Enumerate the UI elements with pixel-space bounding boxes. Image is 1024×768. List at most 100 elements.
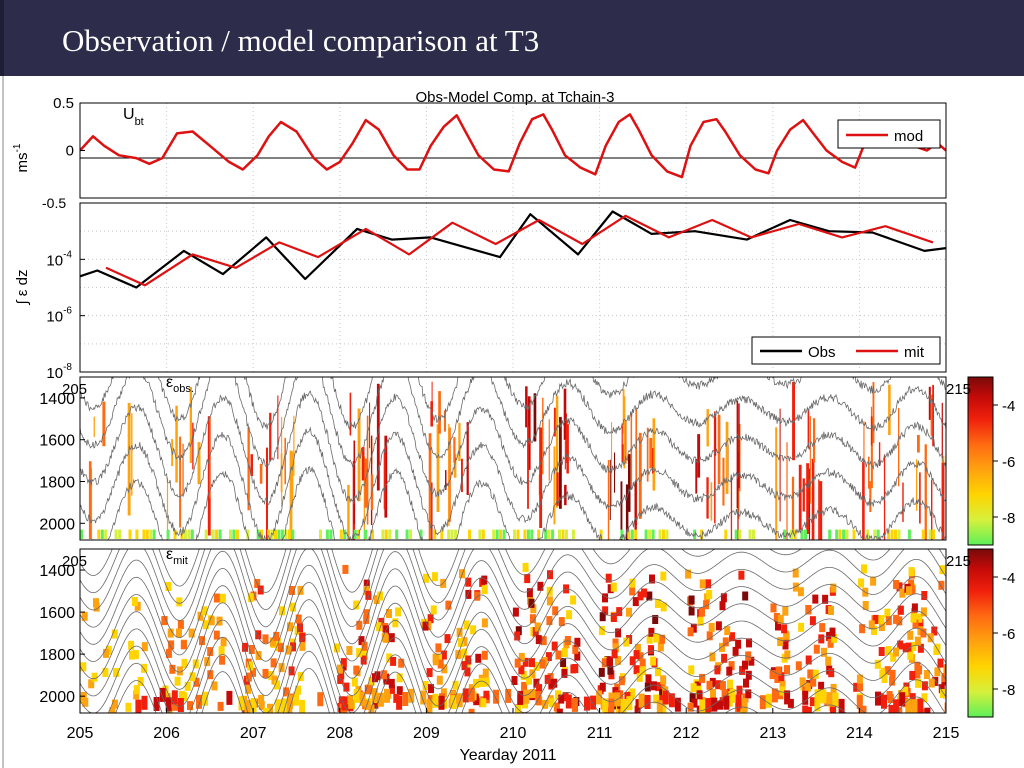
mit-dissipation-cell	[213, 593, 220, 603]
obs-dissipation-cell	[405, 529, 409, 539]
mit-dissipation-cell	[288, 586, 295, 595]
mit-dissipation-cell	[172, 701, 179, 711]
obs-dissipation-cell	[152, 529, 156, 539]
mit-dissipation-cell	[386, 653, 393, 663]
obs-dissipation-cell	[852, 529, 856, 539]
mit-dissipation-cell	[779, 680, 786, 690]
mit-dissipation-cell	[532, 627, 539, 637]
mit-dissipation-cell	[596, 690, 603, 705]
obs-dissipation-cell	[495, 529, 499, 539]
mit-dissipation-cell	[598, 626, 605, 636]
obs-dissipation-cell	[563, 388, 567, 440]
obs-dissipation-cell	[838, 529, 842, 539]
mit-dissipation-cell	[916, 613, 923, 623]
obs-dissipation-cell	[527, 396, 531, 470]
mit-dissipation-cell	[810, 677, 817, 687]
obs-dissipation-cell	[530, 529, 534, 539]
mit-dissipation-cell	[218, 646, 225, 656]
obs-dissipation-cell	[192, 422, 194, 470]
mit-dissipation-cell	[802, 690, 809, 705]
obs-dissipation-cell	[924, 444, 927, 540]
mit-dissipation-cell	[343, 682, 350, 692]
isotherm-contour	[80, 549, 946, 645]
mit-colorbar-label: -6	[1002, 626, 1015, 643]
isotherm-contour	[107, 466, 946, 540]
mit-dissipation-cell	[524, 574, 531, 584]
mit-dissipation-cell	[938, 580, 945, 590]
mit-dissipation-cell	[244, 700, 251, 713]
obs-dissipation-cell	[624, 420, 627, 464]
mit-dissipation-cell	[724, 626, 731, 636]
mit-dissipation-cell	[616, 607, 623, 617]
mit-dissipation-cell	[544, 674, 551, 684]
mit-dissipation-cell	[638, 693, 645, 708]
obs-dissipation-cell	[91, 468, 93, 540]
mit-dissipation-cell	[341, 708, 348, 713]
isotherm-contour	[80, 377, 946, 469]
obs-dissipation-cell	[197, 442, 201, 485]
mit-dissipation-cell	[688, 606, 695, 616]
mit-dissipation-cell	[177, 620, 184, 630]
mit-dissipation-cell	[540, 636, 547, 646]
mit-dissipation-cell	[493, 689, 500, 704]
mit-dissipation-cell	[831, 633, 838, 643]
mit-dissipation-cell	[258, 701, 265, 710]
mit-dissipation-cell	[280, 698, 287, 713]
obs-dissipation-cell	[658, 529, 662, 539]
mit-dissipation-cell	[176, 628, 182, 638]
mit-dissipation-cell	[778, 672, 785, 682]
mit-dissipation-cell	[561, 668, 568, 678]
x-tick-label: 213	[759, 725, 786, 742]
obs-dissipation-cell	[229, 529, 232, 539]
obs-dissipation-cell	[730, 477, 733, 540]
obs-dissipation-cell	[542, 397, 544, 475]
mit-dissipation-cell	[885, 616, 892, 626]
mit-dissipation-cell	[856, 695, 863, 710]
obs-dissipation-cell	[665, 529, 669, 539]
mit-dissipation-cell	[921, 681, 928, 691]
obs-dissipation-cell	[458, 422, 461, 461]
p3-overlap-tick-right: 215	[946, 381, 971, 398]
obs-dissipation-cell	[440, 529, 444, 539]
mit-dissipation-cell	[566, 610, 573, 620]
mit-dissipation-cell	[529, 658, 535, 668]
dissipation-axes-frame	[79, 202, 947, 373]
velocity-panel-label: Ubt	[123, 106, 144, 128]
mit-dissipation-cell	[546, 596, 553, 606]
mit-dissipation-cell	[650, 656, 657, 666]
isotherm-contour	[80, 377, 946, 431]
obs-dissipation-cell	[468, 529, 471, 539]
obs-dissipation-cell	[207, 416, 211, 536]
obs-dissipation-cell	[433, 529, 437, 539]
obs-dissipation-cell	[835, 529, 839, 539]
velocity-ytick-label: 0.5	[53, 95, 74, 112]
obs-dissipation-cell	[175, 405, 178, 483]
mit-dissipation-cell	[520, 671, 527, 680]
mit-dissipation-cell	[262, 634, 269, 644]
mit-dissipation-cell	[699, 607, 705, 617]
obs-colorbar-label: -6	[1002, 454, 1015, 471]
mit-dissipation-cell	[805, 655, 812, 665]
obs-dissipation-cell	[921, 529, 925, 539]
obs-dissipation-cell	[736, 400, 739, 508]
obs-dissipation-cell	[553, 446, 556, 525]
mit-dissipation-cell	[450, 695, 457, 710]
mit-dissipation-cell	[574, 637, 581, 647]
mit-dissipation-cell	[396, 673, 403, 683]
mit-dissipation-cell	[650, 681, 657, 691]
mit-dissipation-cell	[481, 618, 488, 628]
mit-dissipation-cell	[346, 646, 353, 655]
mit-dissipation-cell	[937, 658, 944, 668]
mit-dissipation-cell	[941, 673, 946, 683]
mit-dissipation-cell	[481, 585, 488, 595]
mit-dissipation-cell	[474, 591, 481, 601]
obs-dissipation-cell	[353, 440, 356, 525]
mit-dissipation-cell	[358, 636, 365, 646]
mit-dissipation-cell	[612, 638, 619, 648]
mit-dissipation-cell	[771, 688, 778, 703]
mit-dissipation-cell	[878, 615, 885, 625]
mit-dissipation-cell	[775, 621, 781, 631]
obs-dissipation-cell	[561, 529, 565, 539]
mit-dissipation-cell	[562, 692, 569, 702]
obs-dissipation-cell	[845, 529, 849, 539]
